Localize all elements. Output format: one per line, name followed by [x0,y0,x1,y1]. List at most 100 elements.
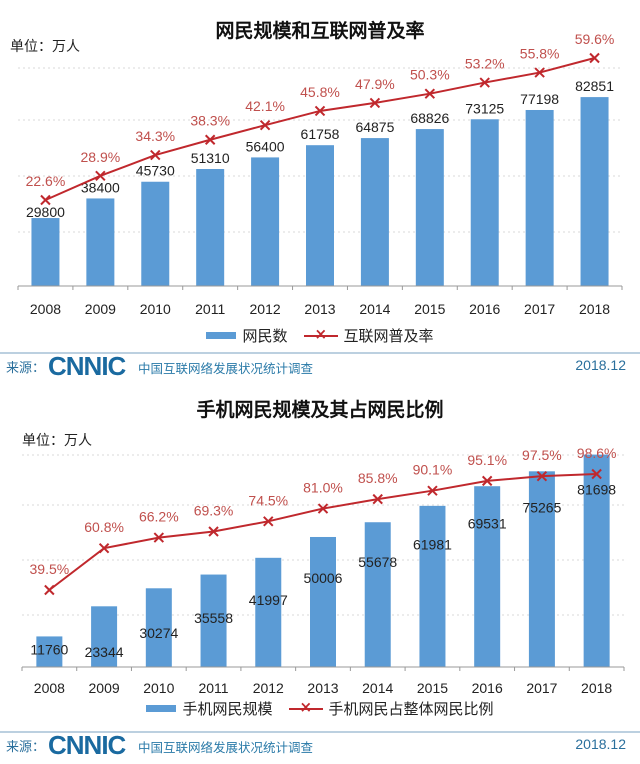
line-marker [479,77,490,88]
bar-value-label: 75265 [522,500,561,516]
bar-value-label: 56400 [246,138,285,154]
marker-stroke [479,77,490,88]
line-marker [481,475,493,487]
bar-2008 [31,218,60,286]
marker-stroke [95,170,106,182]
line-marker [153,532,165,543]
marker-stroke [589,52,600,64]
bar-2015 [415,129,444,286]
line-value-label: 69.3% [194,503,234,519]
bar-value-label: 69531 [468,516,507,532]
line-value-label: 22.6% [26,173,66,189]
report-date: 2018.12 [575,736,626,752]
marker-stroke [44,584,55,596]
marker-stroke [98,542,110,554]
line-value-label: 38.3% [190,113,230,129]
bar-value-label: 11760 [30,641,68,657]
legend-bar-swatch [146,705,177,712]
bar-value-label: 55678 [358,554,397,570]
line-value-label: 66.2% [139,509,179,525]
legend: 手机网民规模 手机网民占整体网民比例 [0,698,640,719]
x-tick-label: 2010 [143,680,174,696]
bar-value-label: 23344 [85,644,124,660]
x-tick-label: 2018 [579,301,610,317]
x-tick-label: 2016 [472,680,503,696]
bar-2010 [145,588,172,667]
bar-value-label: 35558 [194,610,233,626]
x-tick-label: 2018 [581,680,612,696]
line-marker [424,88,436,99]
bar-2011 [200,574,227,667]
report-date: 2018.12 [575,357,626,373]
marker-stroke [427,485,438,496]
survey-name: 中国互联网络发展状况统计调查 [138,361,314,376]
line-marker [259,119,271,131]
cnnic-logo: CNNIC [48,351,126,381]
bar-value-label: 68826 [410,110,449,126]
legend: 网民数 互联网普及率 [0,325,640,346]
marker-stroke [424,88,436,99]
x-tick-label: 2013 [304,301,335,317]
x-tick-label: 2012 [250,301,281,317]
bar-value-label: 51310 [191,150,230,166]
bar-value-label: 82851 [575,78,614,94]
line-marker [317,503,329,514]
marker-stroke [317,503,329,514]
bar-2009 [86,198,115,286]
x-tick-label: 2009 [85,301,116,317]
x-tick-label: 2008 [30,301,61,317]
bar-2013 [306,145,334,286]
chart-plot: 11760 23344 30274 35558 41997 50006 55678 61981… [21,445,625,696]
bar-2009 [91,606,118,667]
marker-stroke [153,532,165,543]
line-value-label: 90.1% [413,462,453,478]
survey-name: 中国互联网络发展状况统计调查 [138,740,314,755]
x-tick-label: 2014 [362,680,393,696]
marker-stroke [372,493,383,505]
x-tick-label: 2011 [198,680,228,696]
chart-title: 手机网民规模及其占网民比例 [196,399,444,421]
x-tick-label: 2015 [414,301,445,317]
line-marker [44,584,55,596]
marker-stroke [369,97,381,109]
line-value-label: 98.6% [577,445,617,461]
x-tick-label: 2015 [417,680,448,696]
line-value-label: 85.8% [358,470,398,486]
marker-stroke [208,526,219,537]
line-value-label: 60.8% [84,519,124,535]
bar-2010 [141,181,170,286]
x-tick-label: 2012 [253,680,284,696]
marker-stroke [150,149,161,161]
line-value-label: 59.6% [575,31,615,47]
bar-2016 [474,486,501,667]
x-tick-label: 2014 [359,301,390,317]
line-value-label: 45.8% [300,84,340,100]
line-marker [98,542,110,554]
line-value-label: 97.5% [522,447,562,463]
line-value-label: 47.9% [355,76,395,92]
bar-value-label: 41997 [249,592,288,608]
x-tick-label: 2008 [34,680,65,696]
bar-value-label: 77198 [520,91,559,107]
source-label: 来源： [6,740,46,755]
line-value-label: 39.5% [30,561,70,577]
line-marker [95,170,106,182]
line-value-label: 81.0% [303,480,343,496]
x-tick-label: 2010 [140,301,171,317]
footer: 来源： CNNIC 中国互联网络发展状况统计调查 2018.12 [0,730,640,760]
line-value-label: 28.9% [81,149,121,165]
bar-value-label: 61981 [413,536,452,552]
marker-stroke [204,134,216,145]
line-value-label: 50.3% [410,67,450,83]
bar-2014 [360,138,389,286]
bar-2017 [525,109,554,287]
line-marker [150,149,161,161]
line-marker [534,67,545,78]
bar-2012 [255,557,282,667]
bar-2018 [580,97,609,286]
marker-stroke [259,119,271,131]
bar-2015 [419,505,446,667]
bar-value-label: 29800 [26,204,65,220]
marker-stroke [591,468,602,480]
line-value-label: 95.1% [467,452,507,468]
